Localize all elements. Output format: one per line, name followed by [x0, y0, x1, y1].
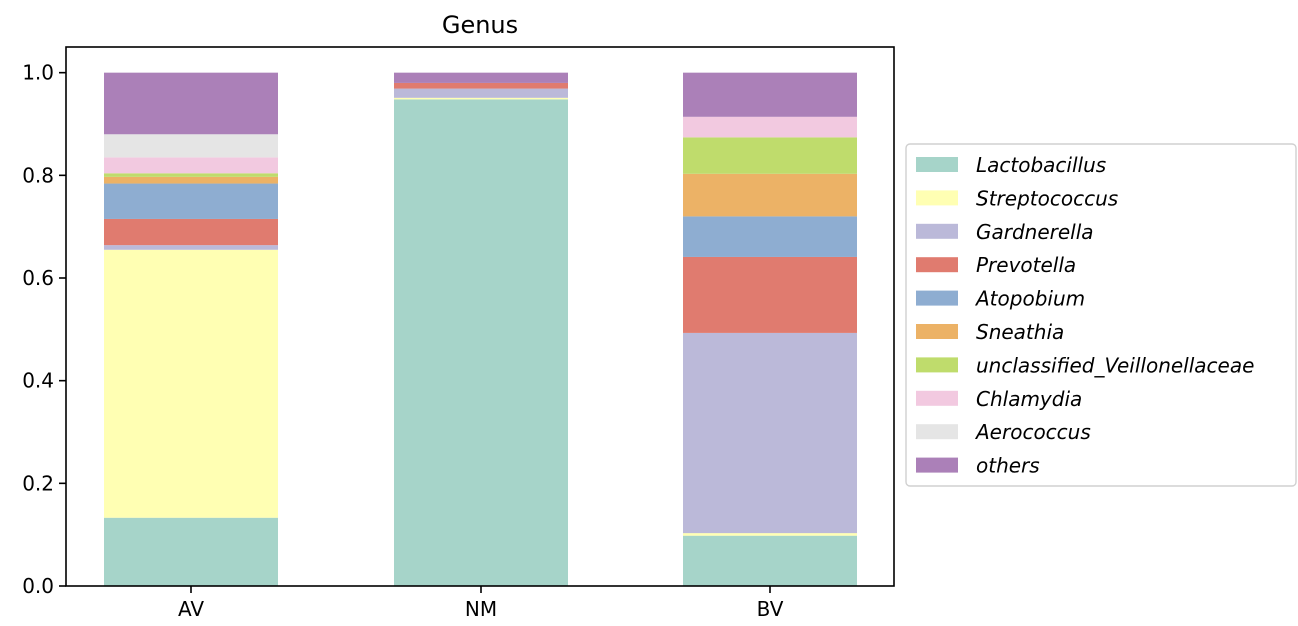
legend: Lactobacillus Streptococcus Gardnerella Pre…	[905, 143, 1297, 487]
legend-label: Lactobacillus	[976, 153, 1106, 177]
legend-label: Sneathia	[976, 320, 1064, 344]
bar-segment-av-aerococcus	[104, 134, 278, 158]
bar-segment-bv-prevotella	[683, 256, 857, 333]
bar-segment-bv-gardnerella	[683, 332, 857, 534]
bar-segment-av-streptococcus	[104, 249, 278, 518]
bar-segment-nm-gardnerella	[394, 88, 568, 98]
y-tick-label: 0.6	[22, 266, 54, 290]
bar-segment-bv-streptococcus	[683, 533, 857, 536]
bar-segment-av-others	[104, 72, 278, 135]
x-tick-label: AV	[178, 597, 204, 621]
legend-label: Prevotella	[976, 253, 1076, 277]
bar-segment-bv-others	[683, 72, 857, 117]
x-axis: AV NM BV	[178, 586, 784, 621]
bar-segment-av-atopobium	[104, 183, 278, 219]
legend-swatch	[916, 290, 958, 306]
legend-swatch	[916, 390, 958, 406]
legend-swatch	[916, 257, 958, 273]
bar-segment-av-sneathia	[104, 176, 278, 184]
y-tick-label: 1.0	[22, 61, 54, 85]
y-tick-label: 0.4	[22, 369, 54, 393]
x-tick-label: BV	[757, 597, 784, 621]
y-tick-label: 0.8	[22, 163, 54, 187]
bars-layer	[104, 72, 857, 587]
x-tick-label: NM	[465, 597, 497, 621]
bar-segment-av-unclassified-veillonellaceae	[104, 173, 278, 177]
y-tick-label: 0.2	[22, 471, 54, 495]
legend-label: Gardnerella	[976, 220, 1094, 244]
bar-segment-nm-streptococcus	[394, 97, 568, 100]
bar-segment-nm-prevotella	[394, 82, 568, 89]
legend-swatch	[916, 223, 958, 239]
bar-segment-bv-chlamydia	[683, 116, 857, 138]
legend-swatch	[916, 357, 958, 373]
bar-segment-bv-atopobium	[683, 216, 857, 257]
legend-swatch	[916, 424, 958, 440]
plot-frame	[65, 46, 895, 587]
legend-label: others	[976, 454, 1040, 478]
legend-label: Atopobium	[974, 287, 1085, 311]
legend-swatch	[916, 324, 958, 339]
y-axis: 0.0 0.2 0.4 0.6 0.8 1.0	[22, 61, 66, 598]
bar-segment-av-prevotella	[104, 218, 278, 246]
legend-frame	[905, 143, 1297, 487]
legend-swatch	[916, 157, 958, 172]
legend-label: Chlamydia	[976, 387, 1082, 411]
bar-segment-nm-others	[394, 72, 568, 83]
legend-label: Aerococcus	[974, 420, 1091, 444]
legend-label: unclassified_Veillonellaceae	[976, 353, 1254, 377]
bar-segment-bv-unclassified-veillonellaceae	[683, 137, 857, 174]
bar-segment-av-gardnerella	[104, 245, 278, 250]
bar-segment-bv-sneathia	[683, 173, 857, 217]
chart-title: Genus	[442, 11, 518, 39]
y-tick-label: 0.0	[22, 574, 54, 598]
bar-segment-bv-lactobacillus	[683, 535, 857, 586]
bar-segment-nm-lactobacillus	[394, 99, 568, 587]
legend-swatch	[916, 190, 958, 206]
bar-segment-av-lactobacillus	[104, 517, 278, 586]
bar-segment-av-chlamydia	[104, 157, 278, 174]
legend-swatch	[916, 457, 958, 473]
legend-label: Streptococcus	[976, 186, 1118, 210]
